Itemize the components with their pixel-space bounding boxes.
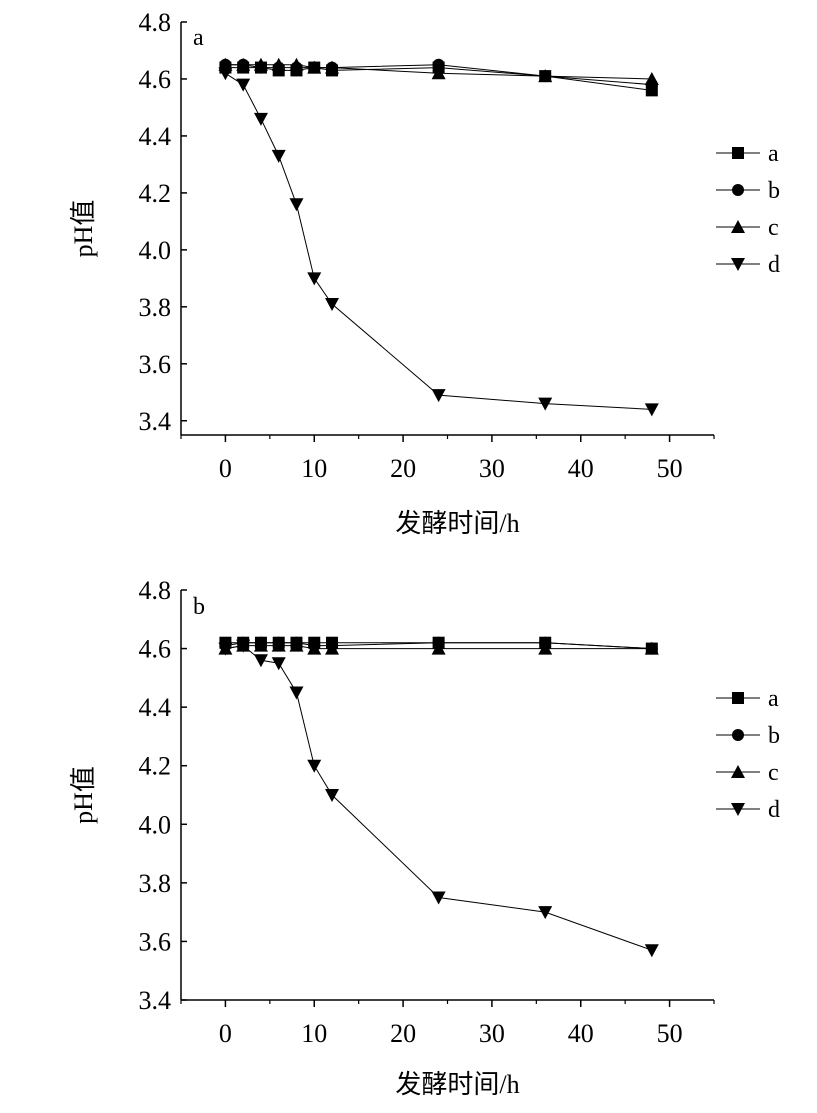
series-c-point bbox=[307, 641, 322, 655]
series-c-point bbox=[253, 638, 268, 652]
y-tick-label: 3.6 bbox=[139, 927, 172, 956]
legend-marker-c bbox=[731, 220, 745, 233]
y-tick-label: 3.8 bbox=[139, 869, 172, 898]
series-d-point bbox=[644, 944, 659, 958]
y-tick-label: 3.4 bbox=[139, 407, 172, 436]
series-c-point bbox=[325, 60, 340, 74]
series-d-point bbox=[271, 149, 286, 163]
series-c-point bbox=[325, 641, 340, 655]
series-d-point bbox=[325, 789, 340, 802]
y-tick-label: 4.4 bbox=[139, 693, 172, 722]
series-d-point bbox=[253, 654, 268, 668]
series-c-line bbox=[225, 64, 652, 80]
series-b-line bbox=[225, 642, 652, 650]
legend-label-a: a bbox=[768, 686, 779, 712]
y-tick-label: 4.6 bbox=[139, 635, 172, 664]
x-tick-label: 10 bbox=[301, 1019, 327, 1048]
series-d-point bbox=[218, 67, 233, 81]
series-d-point bbox=[218, 642, 233, 656]
series-d-point bbox=[431, 891, 446, 905]
series-d-point bbox=[253, 112, 268, 126]
series-d-point bbox=[236, 78, 251, 92]
legend-label-c: c bbox=[768, 760, 779, 786]
series-c-point bbox=[431, 66, 446, 80]
series-c-point bbox=[538, 69, 553, 83]
y-tick-label: 4.2 bbox=[139, 179, 172, 208]
series-d-point bbox=[325, 297, 340, 311]
series-d-point bbox=[289, 198, 304, 212]
x-tick-label: 30 bbox=[479, 1019, 505, 1048]
x-tick-label: 20 bbox=[390, 1019, 416, 1048]
series-b-line bbox=[225, 64, 652, 86]
series-c-line bbox=[225, 645, 652, 650]
x-tick-label: 20 bbox=[390, 454, 416, 483]
y-axis-title: pH值 bbox=[69, 766, 98, 824]
y-tick-label: 3.4 bbox=[139, 986, 172, 1015]
legend-marker-b bbox=[732, 729, 744, 741]
panel-label: b bbox=[193, 594, 205, 620]
legend-label-d: d bbox=[768, 797, 780, 823]
series-d-point bbox=[431, 389, 446, 403]
y-tick-label: 3.8 bbox=[139, 293, 172, 322]
series-a-line bbox=[225, 67, 652, 91]
y-tick-label: 4.2 bbox=[139, 752, 172, 781]
x-tick-label: 30 bbox=[479, 454, 505, 483]
series-b-point bbox=[432, 58, 445, 71]
legend-label-c: c bbox=[768, 215, 779, 241]
chart-panel-b: 3.4 3.6 3.8 4.0 4.2 4.4 4.6 4.8 0 10 20 30 40 50 发酵时间/… bbox=[69, 576, 780, 1099]
legend-label-a: a bbox=[768, 141, 779, 167]
series-c-point bbox=[271, 57, 286, 71]
series-c-point bbox=[271, 638, 286, 652]
x-tick-label: 0 bbox=[219, 1019, 232, 1048]
series-c-point bbox=[431, 641, 446, 655]
legend-label-b: b bbox=[768, 723, 780, 749]
y-tick-label: 4.4 bbox=[139, 122, 172, 151]
y-tick-label: 4.6 bbox=[139, 65, 172, 94]
series-d-line bbox=[225, 645, 652, 951]
legend-marker-a bbox=[732, 147, 744, 159]
series-d-point bbox=[271, 657, 286, 671]
series-d-point bbox=[538, 397, 553, 411]
series-d-point bbox=[644, 403, 659, 417]
legend-marker-b bbox=[732, 184, 744, 196]
series-c-point bbox=[307, 60, 322, 74]
x-tick-label: 10 bbox=[301, 454, 327, 483]
series-d-line bbox=[225, 72, 652, 410]
series-d-point bbox=[289, 686, 304, 700]
legend-marker-c bbox=[731, 765, 745, 778]
series-c-point bbox=[289, 57, 304, 71]
series-d-point bbox=[307, 759, 322, 773]
x-tick-label: 50 bbox=[657, 454, 683, 483]
x-tick-label: 0 bbox=[219, 454, 232, 483]
series-d-point bbox=[538, 906, 553, 920]
y-tick-label: 3.6 bbox=[139, 350, 172, 379]
series-c-point bbox=[236, 57, 251, 71]
y-tick-label: 4.0 bbox=[139, 236, 172, 265]
series-c-point bbox=[253, 57, 268, 71]
legend-marker-d bbox=[731, 803, 745, 816]
y-tick-label: 4.8 bbox=[139, 576, 172, 605]
x-tick-label: 50 bbox=[657, 1019, 683, 1048]
x-tick-label: 40 bbox=[568, 1019, 594, 1048]
series-d-point bbox=[236, 639, 251, 653]
chart-panel-a: 3.4 3.6 3.8 4.0 4.2 4.4 4.6 4.8 0 10 20 30 40 50 发酵时间/… bbox=[69, 8, 780, 538]
series-c-point bbox=[644, 641, 659, 655]
y-tick-label: 4.8 bbox=[139, 8, 172, 37]
legend-label-d: d bbox=[768, 252, 780, 278]
y-tick-label: 4.0 bbox=[139, 810, 172, 839]
legend-marker-a bbox=[732, 692, 744, 704]
series-d-point bbox=[307, 272, 322, 286]
x-axis-title: 发酵时间/h bbox=[395, 1070, 519, 1099]
panel-label: a bbox=[193, 25, 204, 51]
series-c-point bbox=[289, 638, 304, 652]
legend-label-b: b bbox=[768, 178, 780, 204]
series-c-point bbox=[644, 71, 659, 85]
series-c-point bbox=[538, 641, 553, 655]
x-tick-label: 40 bbox=[568, 454, 594, 483]
legend-marker-d bbox=[731, 258, 745, 271]
y-axis-title: pH值 bbox=[69, 200, 98, 258]
x-axis-title: 发酵时间/h bbox=[395, 509, 519, 538]
